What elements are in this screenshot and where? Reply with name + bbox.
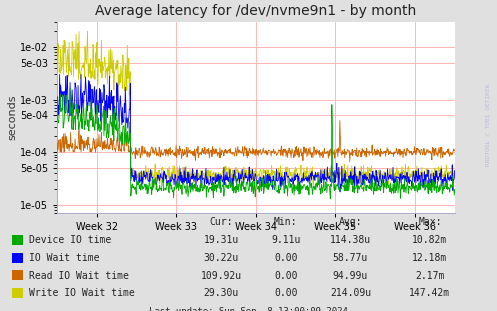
Text: Min:: Min: [274, 217, 298, 227]
Text: RRDTOOL / TOBI OETIKER: RRDTOOL / TOBI OETIKER [486, 83, 491, 166]
Text: 147.42m: 147.42m [410, 288, 450, 298]
Text: 114.38u: 114.38u [330, 235, 371, 245]
Text: 0.00: 0.00 [274, 253, 298, 263]
Text: Avg:: Avg: [338, 217, 362, 227]
Text: 19.31u: 19.31u [204, 235, 239, 245]
Text: 214.09u: 214.09u [330, 288, 371, 298]
Y-axis label: seconds: seconds [7, 95, 17, 140]
Text: Device IO time: Device IO time [29, 235, 111, 245]
Text: Read IO Wait time: Read IO Wait time [29, 271, 129, 281]
Text: 94.99u: 94.99u [333, 271, 368, 281]
Text: 30.22u: 30.22u [204, 253, 239, 263]
Text: Cur:: Cur: [209, 217, 233, 227]
Text: 29.30u: 29.30u [204, 288, 239, 298]
Text: 2.17m: 2.17m [415, 271, 445, 281]
Text: Write IO Wait time: Write IO Wait time [29, 288, 135, 298]
Text: Last update: Sun Sep  8 13:00:09 2024: Last update: Sun Sep 8 13:00:09 2024 [149, 307, 348, 311]
Text: 12.18m: 12.18m [413, 253, 447, 263]
Title: Average latency for /dev/nvme9n1 - by month: Average latency for /dev/nvme9n1 - by mo… [95, 4, 416, 18]
Text: Max:: Max: [418, 217, 442, 227]
Text: 58.77u: 58.77u [333, 253, 368, 263]
Text: 0.00: 0.00 [274, 271, 298, 281]
Text: 0.00: 0.00 [274, 288, 298, 298]
Text: IO Wait time: IO Wait time [29, 253, 100, 263]
Text: 109.92u: 109.92u [201, 271, 242, 281]
Text: 10.82m: 10.82m [413, 235, 447, 245]
Text: 9.11u: 9.11u [271, 235, 301, 245]
